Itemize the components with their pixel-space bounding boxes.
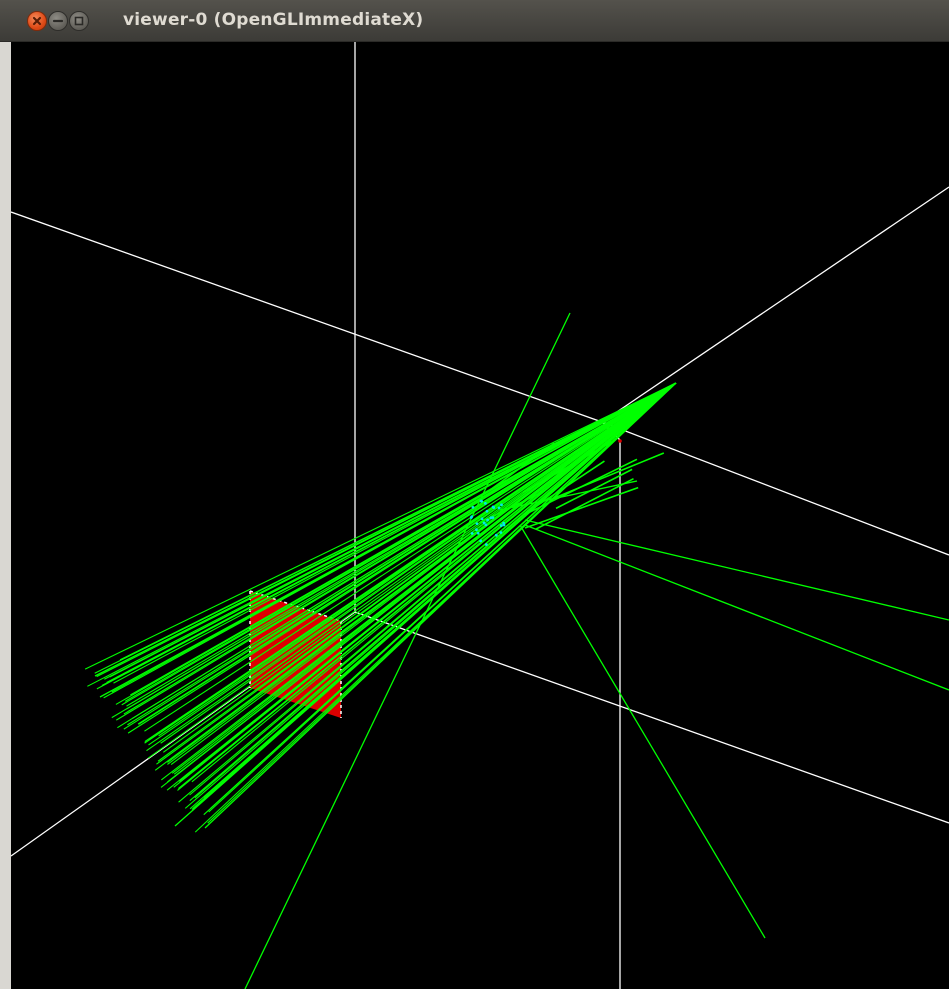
target-point <box>486 518 489 522</box>
trajectory-line <box>113 382 677 684</box>
trajectory-segment <box>555 468 633 510</box>
trajectory-segment <box>523 460 605 515</box>
target-point <box>475 528 478 531</box>
target-point <box>476 531 480 535</box>
target-point <box>484 523 488 527</box>
axis-line <box>601 186 949 423</box>
trajectory-segment <box>491 442 555 489</box>
trajectory-line <box>204 382 677 829</box>
trajectory-line <box>177 382 677 791</box>
trajectory-line <box>144 382 677 744</box>
trajectory-line <box>127 382 677 734</box>
window-border <box>0 42 11 989</box>
close-icon <box>32 16 42 26</box>
target-point <box>469 516 473 519</box>
trajectory-line <box>154 382 677 771</box>
scattered-track <box>524 519 949 621</box>
title-bar[interactable]: viewer-0 (OpenGLImmediateX) <box>0 0 949 42</box>
target-point <box>500 503 503 507</box>
target-point <box>499 524 503 527</box>
trajectory-line <box>174 382 677 827</box>
target-point <box>492 506 496 509</box>
scene-canvas[interactable] <box>11 42 949 989</box>
target-point <box>482 521 486 525</box>
trajectory-line <box>84 382 677 670</box>
trajectory-segment <box>535 477 634 531</box>
target-point <box>499 531 503 534</box>
target-point <box>497 506 501 510</box>
scattered-track <box>499 480 638 511</box>
window-title: viewer-0 (OpenGLImmediateX) <box>123 10 424 30</box>
target-point <box>484 543 488 546</box>
axis-line <box>354 611 949 824</box>
trajectory-line <box>184 382 677 809</box>
close-button[interactable] <box>27 11 47 31</box>
trajectory-line <box>99 382 677 698</box>
detector-edge <box>249 590 342 622</box>
trajectory-line <box>162 382 677 753</box>
vertex-marker <box>618 439 622 443</box>
scattered-track <box>524 524 949 691</box>
trajectory-segment <box>532 442 602 496</box>
particle-trajectories <box>84 312 949 989</box>
trajectory-line <box>109 382 677 678</box>
target-point <box>480 499 483 503</box>
trajectory-line <box>101 382 677 686</box>
trajectory-line <box>148 382 677 746</box>
axis-line <box>601 421 949 556</box>
trajectory-line <box>127 382 677 726</box>
target-point <box>485 509 489 513</box>
maximize-icon <box>74 16 84 26</box>
trajectory-line <box>147 382 677 759</box>
target-point <box>480 517 484 521</box>
trajectory-line <box>203 382 677 816</box>
trajectory-line <box>170 382 677 766</box>
trajectory-line <box>144 382 677 732</box>
target-point <box>479 539 483 543</box>
maximize-button[interactable] <box>69 11 89 31</box>
target-volume <box>469 439 622 546</box>
trajectory-line <box>160 382 677 744</box>
minimize-icon <box>52 19 64 23</box>
scattered-track <box>519 524 766 939</box>
target-point <box>489 516 493 520</box>
target-point <box>502 521 505 525</box>
trajectory-line <box>119 382 677 661</box>
trajectory-line <box>121 382 677 706</box>
target-point <box>471 505 475 509</box>
trajectory-line <box>123 382 677 715</box>
trajectory-segment <box>524 486 639 529</box>
trajectory-segment <box>549 452 665 501</box>
trajectory-line <box>160 382 677 781</box>
scattered-track <box>244 312 571 989</box>
opengl-viewport[interactable] <box>11 42 949 989</box>
target-point <box>494 533 498 537</box>
trajectory-line <box>156 382 677 765</box>
trajectory-segment <box>522 439 616 494</box>
minimize-button[interactable] <box>48 11 68 31</box>
target-point <box>470 531 474 535</box>
trajectory-segment <box>529 458 638 513</box>
target-point <box>475 522 479 526</box>
target-point <box>484 501 487 505</box>
axis-line <box>11 211 603 423</box>
